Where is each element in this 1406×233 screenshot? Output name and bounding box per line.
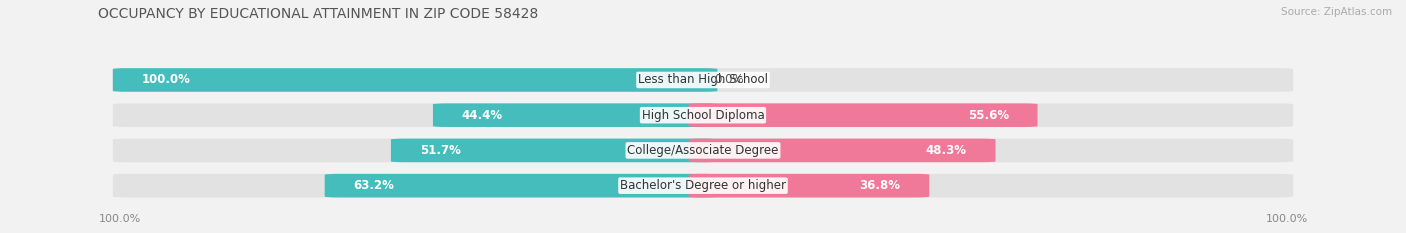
Text: College/Associate Degree: College/Associate Degree xyxy=(627,144,779,157)
Text: Source: ZipAtlas.com: Source: ZipAtlas.com xyxy=(1281,7,1392,17)
FancyBboxPatch shape xyxy=(433,103,717,127)
Text: Bachelor's Degree or higher: Bachelor's Degree or higher xyxy=(620,179,786,192)
Text: 51.7%: 51.7% xyxy=(420,144,461,157)
Text: 55.6%: 55.6% xyxy=(967,109,1008,122)
Text: OCCUPANCY BY EDUCATIONAL ATTAINMENT IN ZIP CODE 58428: OCCUPANCY BY EDUCATIONAL ATTAINMENT IN Z… xyxy=(98,7,538,21)
FancyBboxPatch shape xyxy=(689,139,995,162)
Text: 48.3%: 48.3% xyxy=(925,144,967,157)
Text: 0.0%: 0.0% xyxy=(714,73,744,86)
Text: 63.2%: 63.2% xyxy=(353,179,394,192)
FancyBboxPatch shape xyxy=(112,68,1294,92)
Text: 36.8%: 36.8% xyxy=(859,179,900,192)
FancyBboxPatch shape xyxy=(391,139,717,162)
Text: Less than High School: Less than High School xyxy=(638,73,768,86)
Text: 100.0%: 100.0% xyxy=(1265,214,1308,224)
Text: 44.4%: 44.4% xyxy=(461,109,503,122)
FancyBboxPatch shape xyxy=(112,174,1294,197)
FancyBboxPatch shape xyxy=(112,68,717,92)
FancyBboxPatch shape xyxy=(689,174,929,197)
Text: 100.0%: 100.0% xyxy=(142,73,190,86)
FancyBboxPatch shape xyxy=(112,103,1294,127)
Text: 100.0%: 100.0% xyxy=(98,214,141,224)
FancyBboxPatch shape xyxy=(689,103,1038,127)
Text: High School Diploma: High School Diploma xyxy=(641,109,765,122)
FancyBboxPatch shape xyxy=(112,139,1294,162)
FancyBboxPatch shape xyxy=(325,174,717,197)
